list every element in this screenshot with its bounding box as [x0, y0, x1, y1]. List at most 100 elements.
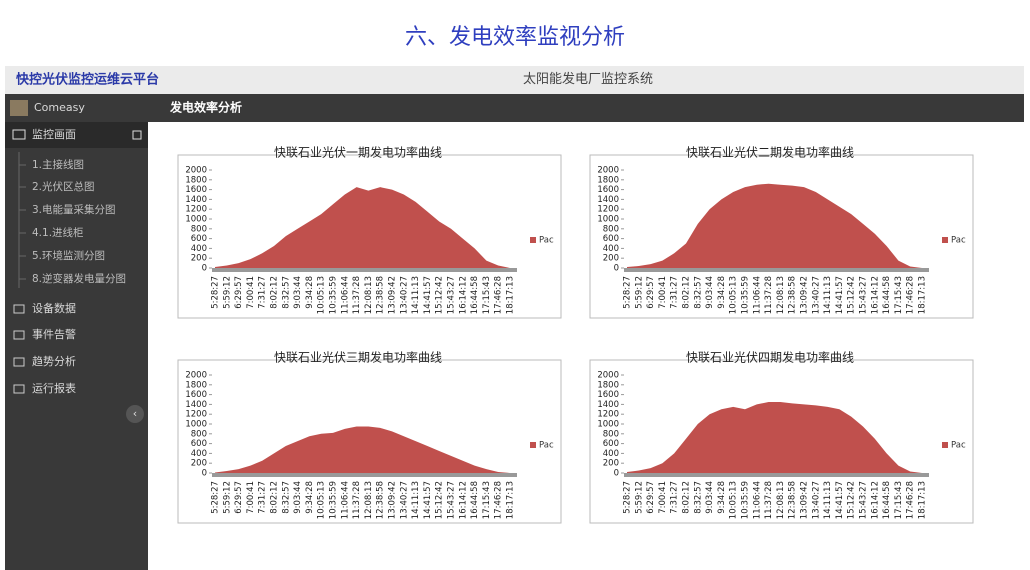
x-tick-label: 11:37:28 [352, 276, 362, 314]
x-tick-label: 10:35:59 [329, 481, 339, 519]
x-tick-label: 12:38:58 [376, 276, 386, 314]
x-tick-label: 5:59:12 [222, 276, 232, 309]
x-tick-label: 10:05:13 [729, 481, 739, 519]
x-tick-label: 13:40:27 [399, 276, 409, 314]
y-tick-label: 1600 [185, 185, 207, 195]
y-tick-label: 2000 [597, 166, 619, 176]
x-tick-label: 13:40:27 [811, 481, 821, 519]
x-tick-label: 7:31:27 [670, 276, 680, 309]
menu-subitem[interactable]: 1.主接线图 [32, 158, 84, 171]
menu-subitem[interactable]: 4.1.进线柜 [32, 226, 84, 239]
icon [13, 384, 25, 394]
x-tick-label: 5:59:12 [222, 481, 232, 514]
y-tick-label: 600 [191, 439, 207, 449]
legend-label: Pac [539, 441, 554, 451]
avatar [10, 100, 28, 116]
menu-subitem[interactable]: 2.光伏区总图 [32, 180, 95, 193]
y-tick-label: 1400 [185, 400, 207, 410]
x-tick-label: 14:11:13 [411, 481, 421, 519]
x-tick-label: 18:17:13 [918, 276, 928, 314]
x-tick-label: 6:29:57 [646, 276, 656, 309]
legend-label: Pac [951, 441, 966, 451]
x-tick-label: 16:44:58 [882, 481, 892, 519]
x-tick-label: 17:15:43 [894, 481, 904, 519]
y-tick-label: 400 [191, 449, 207, 459]
menu-item[interactable]: 趋势分析 [32, 354, 76, 368]
menu-item[interactable]: 设备数据 [32, 301, 76, 315]
legend-label: Pac [951, 236, 966, 246]
x-tick-label: 11:06:44 [752, 276, 762, 314]
x-tick-label: 11:37:28 [764, 481, 774, 519]
collapse-icon[interactable] [132, 130, 142, 140]
y-tick-label: 1200 [597, 410, 619, 420]
x-tick-label: 16:44:58 [882, 276, 892, 314]
chart-title: 快联石业光伏四期发电功率曲线 [686, 350, 854, 365]
y-tick-label: 0 [614, 264, 619, 274]
x-tick-label: 14:11:13 [411, 276, 421, 314]
y-tick-label: 600 [603, 439, 619, 449]
x-tick-label: 17:46:28 [494, 481, 504, 519]
menu-subitem[interactable]: 5.环境监测分图 [32, 249, 105, 262]
menu-subitem[interactable]: 3.电能量采集分图 [32, 203, 116, 216]
y-tick-label: 400 [603, 449, 619, 459]
menu-item[interactable]: 事件告警 [32, 327, 76, 341]
y-tick-label: 0 [202, 469, 207, 479]
x-tick-label: 6:29:57 [234, 481, 244, 514]
x-tick-label: 5:28:27 [623, 276, 633, 309]
y-tick-label: 200 [191, 254, 207, 264]
icon [13, 304, 25, 314]
y-tick-label: 1600 [597, 390, 619, 400]
x-tick-label: 15:43:27 [447, 276, 457, 314]
brand[interactable]: 快控光伏监控运维云平台 [16, 72, 159, 88]
x-tick-label: 7:31:27 [258, 481, 268, 514]
x-tick-label: 12:08:13 [776, 276, 786, 314]
system-name: 太阳能发电厂监控系统 [523, 71, 653, 86]
x-tick-label: 7:31:27 [258, 276, 268, 309]
x-tick-label: 17:15:43 [894, 276, 904, 314]
x-tick-label: 10:05:13 [729, 276, 739, 314]
y-tick-label: 600 [191, 234, 207, 244]
legend-swatch [942, 442, 948, 448]
menu-subitem[interactable]: 8.逆变器发电量分图 [32, 272, 126, 285]
x-tick-label: 11:06:44 [340, 276, 350, 314]
x-tick-label: 10:35:59 [741, 481, 751, 519]
x-tick-label: 18:17:13 [506, 481, 516, 519]
x-tick-label: 14:11:13 [823, 481, 833, 519]
y-tick-label: 1800 [597, 175, 619, 185]
menu-section[interactable]: 监控画面 [32, 127, 76, 141]
y-tick-label: 1400 [597, 195, 619, 205]
x-tick-label: 18:17:13 [506, 276, 516, 314]
x-tick-label: 8:02:12 [682, 481, 692, 514]
x-tick-label: 8:32:57 [693, 276, 703, 309]
chart-title: 快联石业光伏三期发电功率曲线 [274, 350, 442, 365]
x-tick-label: 13:40:27 [811, 276, 821, 314]
y-tick-label: 1800 [597, 380, 619, 390]
y-tick-label: 1600 [597, 185, 619, 195]
x-tick-label: 7:00:41 [246, 276, 256, 309]
x-tick-label: 10:05:13 [317, 481, 327, 519]
x-tick-label: 17:46:28 [906, 481, 916, 519]
sidebar-toggle-icon[interactable]: ‹ [133, 407, 137, 420]
sidebar-toggle[interactable] [126, 405, 144, 423]
x-tick-label: 5:28:27 [623, 481, 633, 514]
page-title: 六、发电效率监视分析 [405, 25, 625, 50]
x-tick-label: 7:00:41 [658, 276, 668, 309]
y-tick-label: 800 [191, 429, 207, 439]
icon [13, 330, 25, 340]
x-tick-label: 8:32:57 [281, 276, 291, 309]
y-tick-label: 400 [191, 244, 207, 254]
x-tick-label: 12:08:13 [364, 276, 374, 314]
menu-active [5, 122, 148, 148]
y-tick-label: 1000 [185, 215, 207, 225]
x-tick-label: 13:40:27 [399, 481, 409, 519]
y-tick-label: 1400 [597, 400, 619, 410]
x-tick-label: 6:29:57 [646, 481, 656, 514]
menu-item[interactable]: 运行报表 [32, 381, 76, 395]
user-name[interactable]: Comeasy [34, 101, 85, 114]
y-tick-label: 0 [614, 469, 619, 479]
x-tick-label: 10:05:13 [317, 276, 327, 314]
x-tick-label: 13:09:42 [800, 481, 810, 519]
x-tick-label: 9:03:44 [293, 481, 303, 514]
legend-swatch [530, 237, 536, 243]
x-tick-label: 9:34:28 [717, 276, 727, 309]
